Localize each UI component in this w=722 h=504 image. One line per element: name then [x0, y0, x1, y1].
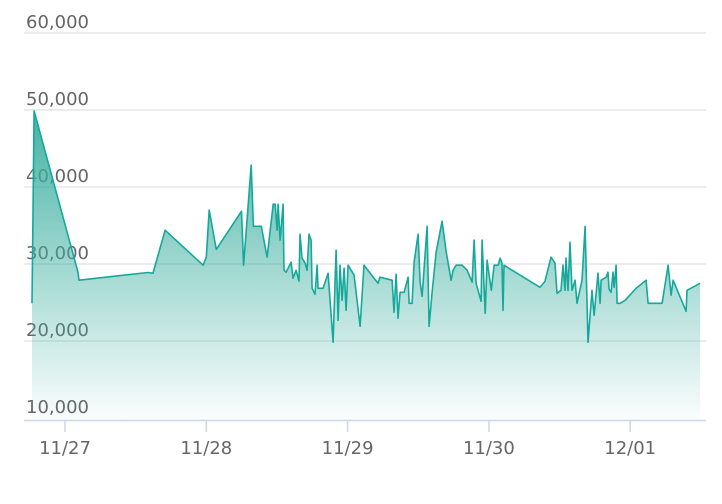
- x-tick-label: 12/01: [604, 438, 656, 459]
- x-tick-label: 11/27: [39, 438, 91, 459]
- x-tick-label: 11/29: [322, 438, 374, 459]
- x-axis-ticks: 11/27 11/28 11/29 11/30 12/01: [39, 420, 656, 459]
- series-area: [32, 111, 700, 420]
- x-tick-label: 11/30: [463, 438, 515, 459]
- y-tick-label: 60,000: [26, 12, 89, 33]
- x-tick-label: 11/28: [180, 438, 232, 459]
- y-tick-label: 50,000: [26, 89, 89, 110]
